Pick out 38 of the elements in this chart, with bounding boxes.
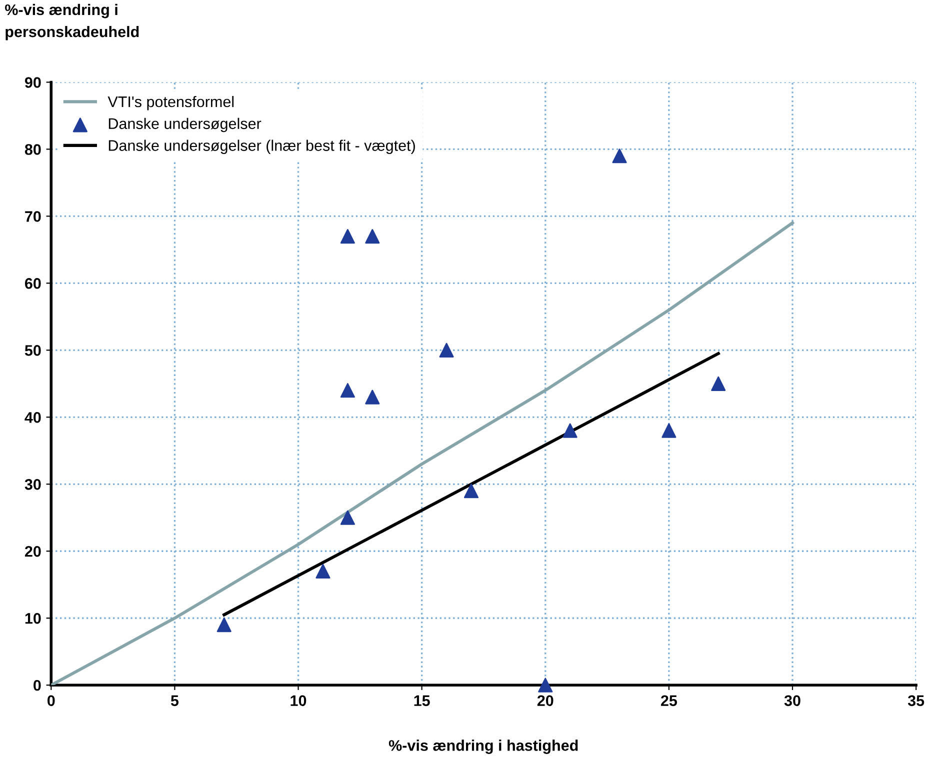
x-tick-label: 15	[414, 695, 430, 706]
point	[340, 383, 355, 398]
y-tick-label: 80	[24, 144, 41, 155]
point	[439, 342, 454, 358]
y-tick-label: 30	[24, 479, 41, 490]
y-tick-label: 0	[34, 680, 41, 691]
point	[662, 423, 676, 438]
x-axis-title: %-vis ændring i hastighed	[388, 740, 578, 754]
x-tick-label: 35	[908, 695, 924, 706]
point	[340, 510, 355, 525]
x-tick-label: 25	[660, 695, 678, 706]
point	[340, 229, 355, 244]
y-tick-label: 90	[24, 77, 41, 88]
point	[316, 564, 330, 579]
point	[562, 423, 578, 438]
point	[365, 229, 380, 244]
y-tick-label: 50	[24, 345, 41, 356]
x-tick-label: 20	[537, 695, 554, 706]
y-tick-label: 10	[25, 613, 41, 624]
y-tick-label: 70	[25, 211, 41, 222]
line-series	[51, 221, 794, 686]
point	[612, 148, 627, 164]
y-tick-label: 20	[24, 546, 41, 557]
x-tick-label: 10	[290, 695, 306, 706]
y-tick-label: 60	[24, 278, 41, 289]
x-tick-label: 30	[784, 695, 800, 706]
point	[216, 618, 232, 632]
point	[538, 678, 553, 692]
point	[464, 484, 479, 498]
x-tick-label: 0	[48, 695, 55, 706]
y-axis-title: %-vis ændring i personskadeuheld	[5, 4, 139, 40]
legend-label: Danske undersøgelser	[108, 118, 262, 132]
x-tick-label: 5	[170, 695, 179, 706]
y-tick-label: 40	[24, 412, 41, 423]
legend-label: Danske undersøgelser (lnær best fit - vægtet)	[108, 140, 415, 154]
legend-label: VTI's potensformel	[108, 96, 234, 110]
point	[365, 390, 380, 404]
point	[711, 376, 726, 391]
